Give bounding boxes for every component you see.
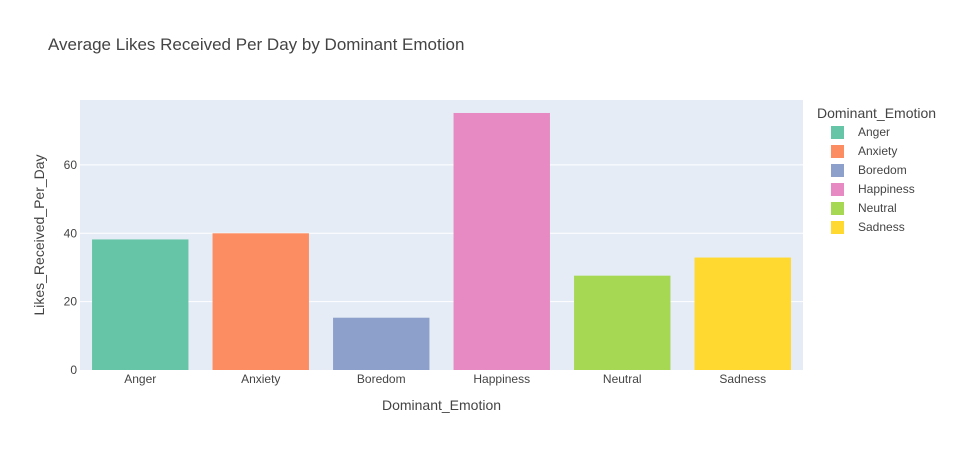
legend-swatch — [831, 164, 844, 177]
legend-item[interactable]: Neutral — [831, 201, 897, 215]
x-tick-label: Sadness — [719, 372, 766, 386]
x-tick-label: Anger — [124, 372, 156, 386]
legend-label: Boredom — [858, 163, 907, 177]
bar[interactable] — [333, 317, 430, 370]
legend: Dominant_Emotion Anger Anxiety Boredom Happ… — [817, 105, 936, 234]
legend-swatch — [831, 126, 844, 139]
bar[interactable] — [694, 257, 791, 370]
x-tick-label: Boredom — [357, 372, 406, 386]
legend-item[interactable]: Anger — [831, 125, 890, 139]
legend-item[interactable]: Boredom — [831, 163, 907, 177]
legend-item[interactable]: Sadness — [831, 220, 905, 234]
legend-label: Sadness — [858, 220, 905, 234]
legend-swatch — [831, 145, 844, 158]
y-tick-label: 40 — [64, 226, 78, 240]
x-tick-label: Neutral — [603, 372, 642, 386]
legend-title: Dominant_Emotion — [817, 105, 936, 121]
y-tick-label: 20 — [64, 295, 78, 309]
x-tick-label: Happiness — [473, 372, 530, 386]
legend-swatch — [831, 183, 844, 196]
bar[interactable] — [574, 275, 671, 370]
legend-label: Happiness — [858, 182, 915, 196]
legend-label: Neutral — [858, 201, 897, 215]
legend-items: Anger Anxiety Boredom Happiness Neutral Sadne… — [831, 125, 915, 234]
bar[interactable] — [453, 112, 550, 371]
gridlines — [80, 164, 803, 303]
legend-swatch — [831, 221, 844, 234]
bars — [92, 112, 791, 371]
x-tick-label: Anxiety — [241, 372, 280, 386]
legend-item[interactable]: Anxiety — [831, 144, 897, 158]
y-axis-title: Likes_Received_Per_Day — [31, 154, 47, 315]
x-ticks: Anger Anxiety Boredom Happiness Neutral Sadne… — [124, 372, 766, 386]
y-tick-label: 60 — [64, 158, 78, 172]
y-ticks: 0 20 40 60 — [64, 158, 78, 377]
plot-area — [80, 100, 803, 370]
y-tick-label: 0 — [70, 363, 77, 377]
legend-item[interactable]: Happiness — [831, 182, 915, 196]
legend-swatch — [831, 202, 844, 215]
legend-label: Anger — [858, 125, 890, 139]
x-axis-title: Dominant_Emotion — [382, 397, 501, 413]
bar[interactable] — [92, 239, 189, 370]
bar[interactable] — [212, 233, 309, 370]
chart-title: Average Likes Received Per Day by Domina… — [48, 35, 464, 54]
legend-label: Anxiety — [858, 144, 897, 158]
